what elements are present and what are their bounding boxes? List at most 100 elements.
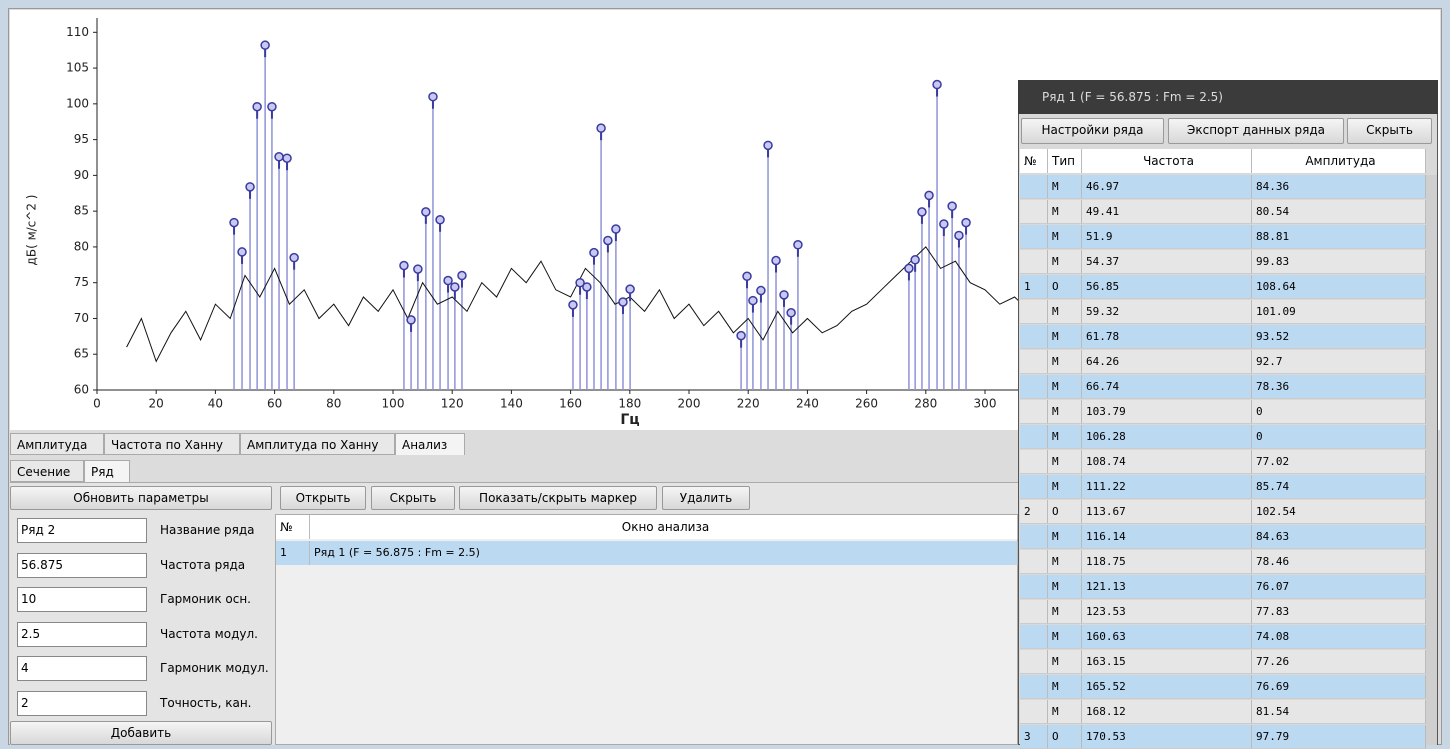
table-cell[interactable]: М xyxy=(1048,675,1082,699)
table-cell[interactable]: 92.7 xyxy=(1252,350,1426,374)
table-cell[interactable]: 81.54 xyxy=(1252,700,1426,724)
toolbar-button[interactable]: Открыть xyxy=(280,486,366,510)
table-cell[interactable] xyxy=(1020,475,1048,499)
text-input[interactable]: 56.875 xyxy=(17,552,147,578)
table-cell[interactable]: М xyxy=(1048,475,1082,499)
table-cell[interactable]: М xyxy=(1048,700,1082,724)
table-cell[interactable]: 77.26 xyxy=(1252,650,1426,674)
add-button[interactable]: Добавить xyxy=(10,721,272,745)
table-cell[interactable]: 76.07 xyxy=(1252,575,1426,599)
tab[interactable]: Амплитуда xyxy=(10,433,104,455)
table-cell[interactable]: 118.75 xyxy=(1082,550,1252,574)
tab[interactable]: Анализ xyxy=(395,433,465,455)
table-cell[interactable]: 46.97 xyxy=(1082,175,1252,199)
table-cell[interactable]: 103.79 xyxy=(1082,400,1252,424)
table-cell[interactable]: О xyxy=(1048,275,1082,299)
table-cell[interactable]: 77.83 xyxy=(1252,600,1426,624)
table-cell[interactable]: 106.28 xyxy=(1082,425,1252,449)
table-cell[interactable]: М xyxy=(1048,600,1082,624)
table-cell[interactable]: 84.36 xyxy=(1252,175,1426,199)
table-cell[interactable]: 116.14 xyxy=(1082,525,1252,549)
table-cell[interactable]: 111.22 xyxy=(1082,475,1252,499)
table-cell[interactable]: 66.74 xyxy=(1082,375,1252,399)
table-cell[interactable] xyxy=(1020,675,1048,699)
table-cell[interactable]: М xyxy=(1048,350,1082,374)
table-cell[interactable]: 1 xyxy=(276,541,310,565)
table-cell[interactable]: 160.63 xyxy=(1082,625,1252,649)
table-cell[interactable]: 49.41 xyxy=(1082,200,1252,224)
window-button[interactable]: Скрыть xyxy=(1347,118,1432,144)
table-cell[interactable] xyxy=(1020,575,1048,599)
table-cell[interactable]: 64.26 xyxy=(1082,350,1252,374)
table-cell[interactable] xyxy=(1020,625,1048,649)
table-cell[interactable]: 108.74 xyxy=(1082,450,1252,474)
text-input[interactable]: 4 xyxy=(17,656,147,681)
table-cell[interactable]: 3 xyxy=(1020,725,1048,749)
table-cell[interactable]: М xyxy=(1048,225,1082,249)
text-input[interactable]: 10 xyxy=(17,587,147,612)
table-cell[interactable] xyxy=(1020,650,1048,674)
table-cell[interactable] xyxy=(1020,250,1048,274)
table-cell[interactable]: 101.09 xyxy=(1252,300,1426,324)
table-cell[interactable]: М xyxy=(1048,200,1082,224)
table-cell[interactable]: 102.54 xyxy=(1252,500,1426,524)
table-cell[interactable]: М xyxy=(1048,550,1082,574)
table-cell[interactable] xyxy=(1020,375,1048,399)
table-cell[interactable]: 59.32 xyxy=(1082,300,1252,324)
toolbar-button[interactable]: Показать/скрыть маркер xyxy=(459,486,657,510)
tab[interactable]: Амплитуда по Ханну xyxy=(240,433,395,455)
table-cell[interactable] xyxy=(1020,325,1048,349)
table-cell[interactable]: 51.9 xyxy=(1082,225,1252,249)
table-cell[interactable]: 123.53 xyxy=(1082,600,1252,624)
table-cell[interactable] xyxy=(1020,175,1048,199)
toolbar-button[interactable]: Скрыть xyxy=(371,486,455,510)
table-cell[interactable]: М xyxy=(1048,450,1082,474)
table-cell[interactable]: 77.02 xyxy=(1252,450,1426,474)
table-cell[interactable]: М xyxy=(1048,650,1082,674)
table-cell[interactable] xyxy=(1020,450,1048,474)
table-cell[interactable] xyxy=(1020,525,1048,549)
table-cell[interactable]: 1 xyxy=(1020,275,1048,299)
table-cell[interactable]: 93.52 xyxy=(1252,325,1426,349)
table-cell[interactable]: М xyxy=(1048,325,1082,349)
table-cell[interactable] xyxy=(1020,300,1048,324)
table-cell[interactable]: 121.13 xyxy=(1082,575,1252,599)
table-cell[interactable]: М xyxy=(1048,525,1082,549)
table-cell[interactable]: О xyxy=(1048,500,1082,524)
table-cell[interactable]: 80.54 xyxy=(1252,200,1426,224)
table-cell[interactable] xyxy=(1020,225,1048,249)
table-cell[interactable]: 61.78 xyxy=(1082,325,1252,349)
table-cell[interactable]: 170.53 xyxy=(1082,725,1252,749)
toolbar-button[interactable]: Удалить xyxy=(662,486,750,510)
table-cell[interactable]: 0 xyxy=(1252,425,1426,449)
table-cell[interactable] xyxy=(1020,550,1048,574)
table-cell[interactable]: М xyxy=(1048,575,1082,599)
table-cell[interactable]: 163.15 xyxy=(1082,650,1252,674)
table-cell[interactable]: 99.83 xyxy=(1252,250,1426,274)
table-cell[interactable]: 54.37 xyxy=(1082,250,1252,274)
window-button[interactable]: Настройки ряда xyxy=(1021,118,1164,144)
table-cell[interactable]: М xyxy=(1048,425,1082,449)
table-cell[interactable] xyxy=(1020,425,1048,449)
table-cell[interactable]: М xyxy=(1048,175,1082,199)
table-cell[interactable]: М xyxy=(1048,250,1082,274)
table-cell[interactable]: 0 xyxy=(1252,400,1426,424)
text-input[interactable]: Ряд 2 xyxy=(17,518,147,543)
table-cell[interactable] xyxy=(1020,200,1048,224)
table-cell[interactable] xyxy=(1020,700,1048,724)
table-cell[interactable]: 97.79 xyxy=(1252,725,1426,749)
table-cell[interactable]: М xyxy=(1048,375,1082,399)
table-cell[interactable] xyxy=(1020,600,1048,624)
table-cell[interactable]: 168.12 xyxy=(1082,700,1252,724)
table-cell[interactable]: 88.81 xyxy=(1252,225,1426,249)
table-cell[interactable]: 78.46 xyxy=(1252,550,1426,574)
update-button[interactable]: Обновить параметры xyxy=(10,486,272,510)
text-input[interactable]: 2.5 xyxy=(17,621,147,647)
table-cell[interactable]: 108.64 xyxy=(1252,275,1426,299)
window-button[interactable]: Экспорт данных ряда xyxy=(1168,118,1344,144)
subtab[interactable]: Ряд xyxy=(84,460,130,482)
table-cell[interactable]: 165.52 xyxy=(1082,675,1252,699)
table-cell[interactable]: Ряд 1 (F = 56.875 : Fm = 2.5) xyxy=(310,541,1018,565)
table-cell[interactable]: М xyxy=(1048,400,1082,424)
table-cell[interactable]: 2 xyxy=(1020,500,1048,524)
